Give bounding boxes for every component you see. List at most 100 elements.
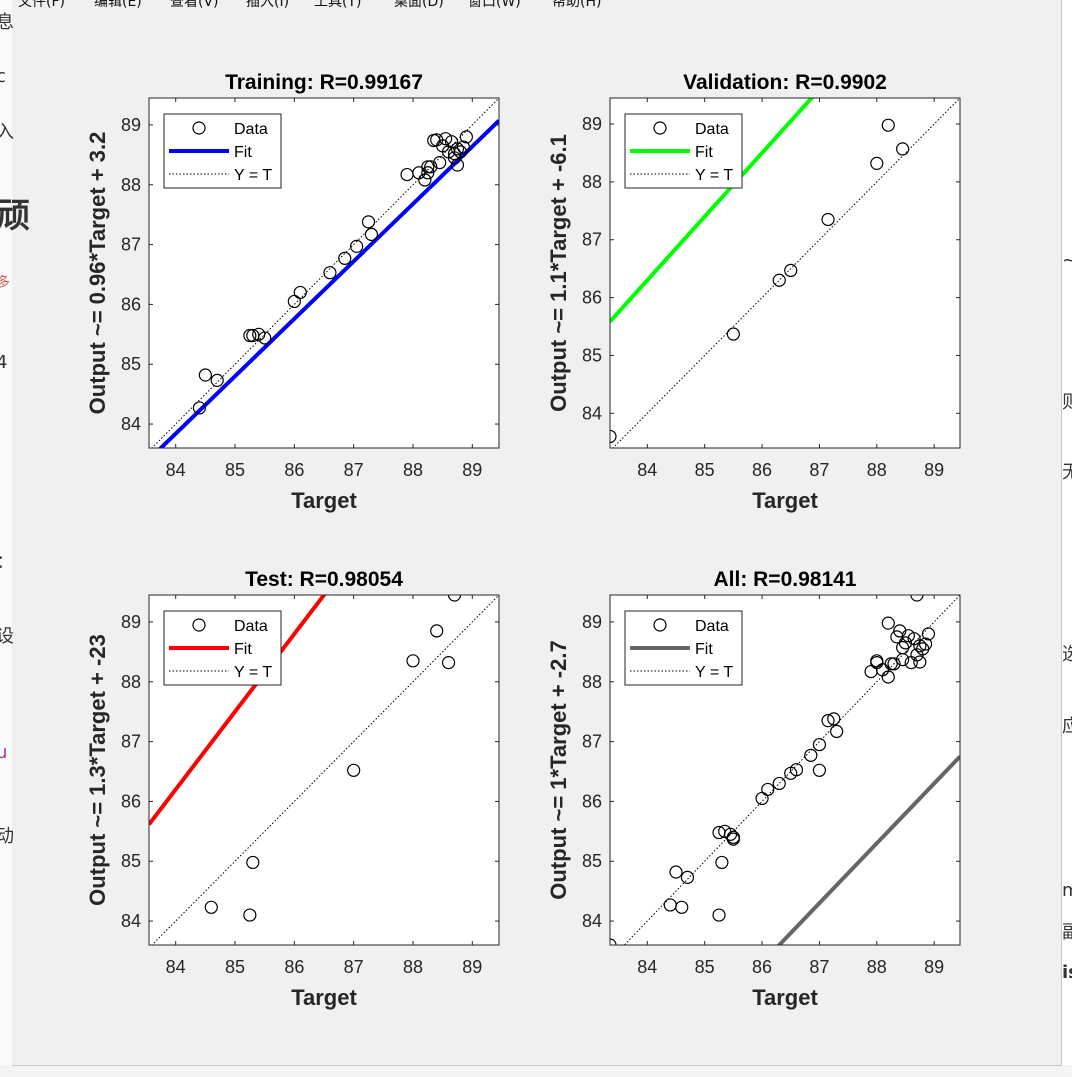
data-point [726, 327, 740, 341]
identity-line [612, 98, 960, 448]
menu-item[interactable]: 文件(F) [18, 0, 65, 10]
legend-data-marker [653, 618, 667, 632]
data-point [338, 251, 352, 265]
plot-content [610, 595, 960, 945]
menu-item[interactable]: 工具(T) [314, 0, 362, 10]
menu-item[interactable]: 帮助(H) [552, 0, 602, 10]
background-text: m [1062, 880, 1072, 901]
x-tick-label: 85 [695, 460, 715, 480]
y-tick-label: 88 [582, 172, 602, 192]
menu-item[interactable]: 桌面(D) [394, 0, 444, 10]
y-axis-label: Output ~= 0.96*Target + 3.2 [85, 132, 110, 415]
x-tick-label: 86 [284, 460, 304, 480]
data-point [198, 368, 212, 382]
x-axis-label: Target [291, 488, 357, 513]
x-tick-label: 85 [225, 957, 245, 977]
data-point [243, 908, 257, 922]
background-text: 则 [1062, 392, 1072, 413]
plot-content [151, 98, 499, 448]
y-tick-label: 85 [582, 345, 602, 365]
x-tick-label: 87 [344, 460, 364, 480]
plot-content [149, 595, 499, 945]
data-point [447, 595, 462, 602]
data-point [680, 870, 695, 884]
axes-box [148, 97, 500, 449]
background-text: is [1062, 962, 1072, 983]
legend-identity-label: Y = T [234, 664, 272, 681]
x-tick-label: 86 [284, 957, 304, 977]
x-tick-label: 85 [695, 957, 715, 977]
data-point [921, 627, 936, 641]
legend-identity-label: Y = T [695, 664, 733, 681]
y-tick-label: 84 [121, 911, 141, 931]
data-point [406, 654, 420, 668]
menu-item[interactable]: 查看(V) [170, 0, 219, 10]
data-point [910, 595, 924, 602]
figure-window: 文件(F) 编辑(E) 查看(V) 插入(I) 工具(T) 桌面(D) 窗口(W) 帮助(H)… [12, 0, 1062, 1066]
data-point [433, 156, 447, 170]
legend-data-label: Data [234, 121, 268, 138]
y-tick-label: 88 [582, 672, 602, 692]
data-point [323, 266, 337, 280]
x-axis-label: Target [752, 488, 818, 513]
data-point [610, 429, 617, 444]
legend: Data Fit Y = T [163, 113, 282, 189]
data-point [812, 763, 827, 777]
data-point [459, 130, 473, 144]
legend-fit-label: Fit [695, 641, 713, 658]
legend-data-label: Data [695, 121, 729, 138]
background-text: 无 [1062, 462, 1072, 483]
x-tick-label: 88 [867, 460, 887, 480]
data-point [881, 118, 895, 132]
y-tick-label: 87 [582, 230, 602, 250]
axes-box [609, 97, 961, 449]
x-tick-label: 84 [166, 957, 186, 977]
background-text: 多 [0, 275, 10, 291]
plot-title: Training: R=0.99167 [225, 71, 423, 94]
axes-box [148, 594, 500, 946]
x-tick-label: 84 [166, 460, 186, 480]
y-tick-label: 87 [582, 732, 602, 752]
data-point [784, 263, 798, 277]
background-text: c [0, 66, 6, 87]
x-tick-label: 86 [752, 957, 772, 977]
data-point [772, 273, 786, 287]
data-point [830, 724, 844, 739]
menu-item[interactable]: 编辑(E) [94, 0, 142, 10]
y-tick-label: 86 [582, 288, 602, 308]
data-point [246, 855, 260, 870]
plot-title: All: R=0.98141 [713, 568, 856, 591]
data-point [675, 900, 689, 914]
menu-item[interactable]: 插入(I) [246, 0, 290, 10]
background-text: 设 [0, 626, 14, 647]
regression-plot: 84 85 86 87 88 89 84 85 86 87 88 89 Validation: R=0.… [546, 71, 961, 513]
data-point [350, 239, 364, 253]
identity-line [151, 595, 499, 945]
x-tick-label: 87 [809, 957, 829, 977]
data-point [761, 782, 775, 797]
y-tick-label: 84 [121, 414, 141, 434]
y-tick-label: 86 [121, 791, 141, 811]
legend-identity-label: Y = T [234, 167, 272, 184]
data-point [821, 212, 835, 227]
x-tick-label: 89 [462, 460, 482, 480]
data-point [441, 656, 456, 670]
data-point [243, 328, 257, 343]
data-point [913, 639, 927, 653]
background-text: 顽 [0, 196, 30, 236]
background-text: ~ [1062, 250, 1072, 271]
data-point [804, 748, 818, 762]
y-tick-label: 85 [582, 851, 602, 871]
legend-identity-label: Y = T [695, 167, 733, 184]
background-text: 息 [0, 12, 14, 33]
legend: Data Fit Y = T [624, 113, 743, 189]
y-axis-label: Output ~= 1.1*Target + -6.1 [546, 134, 571, 412]
data-point [456, 140, 471, 154]
data-point [715, 855, 729, 870]
y-tick-label: 84 [582, 403, 602, 423]
data-point [812, 737, 827, 752]
menu-item[interactable]: 窗口(W) [468, 0, 521, 10]
data-point [258, 331, 272, 345]
background-text: 副 [1062, 922, 1072, 943]
data-point [881, 670, 895, 684]
